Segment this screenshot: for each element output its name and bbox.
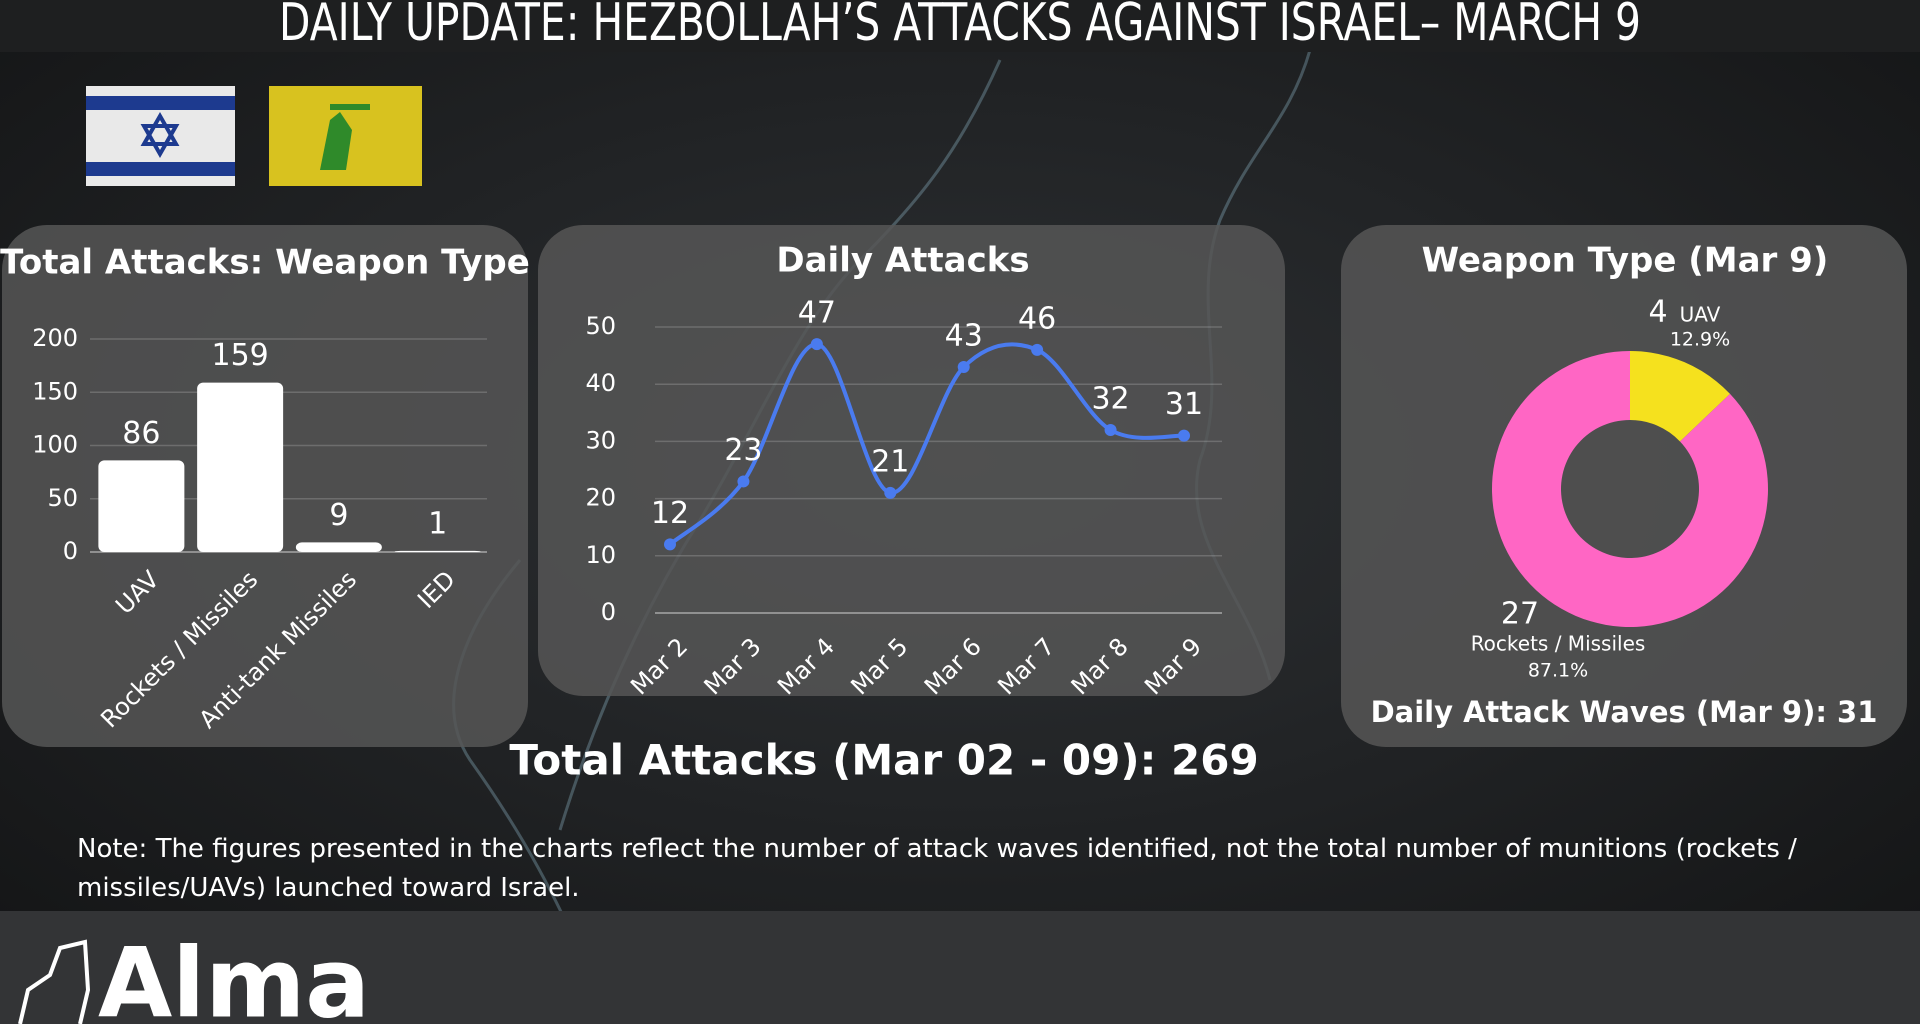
data-label: 23 xyxy=(724,433,762,468)
hezbollah-flag xyxy=(269,86,422,186)
y-tick-label: 150 xyxy=(32,377,78,405)
data-label: 47 xyxy=(798,296,836,331)
data-label: 12 xyxy=(651,496,689,531)
point xyxy=(957,361,970,374)
footer-band xyxy=(0,911,1920,1024)
chart-title: Daily Attacks xyxy=(776,241,1029,281)
y-tick-label: 0 xyxy=(63,537,78,565)
y-tick-label: 100 xyxy=(32,431,78,459)
donut-slice xyxy=(1630,351,1731,442)
page-title: DAILY UPDATE: HEZBOLLAH’S ATTACKS AGAINS… xyxy=(279,0,1641,53)
data-label: 21 xyxy=(871,444,909,479)
panel xyxy=(1341,225,1907,747)
line xyxy=(668,342,1185,546)
y-tick-label: 50 xyxy=(585,312,616,340)
slice-label: Rockets / Missiles xyxy=(1471,632,1646,656)
bar xyxy=(98,460,185,552)
bar xyxy=(197,382,284,552)
bar xyxy=(295,542,382,552)
chart-title: Total Attacks: Weapon Type xyxy=(0,243,530,283)
donut-slice xyxy=(1492,351,1768,627)
percent-label: 12.9% xyxy=(1670,329,1730,351)
point xyxy=(664,538,676,551)
data-label: 1 xyxy=(428,506,447,541)
bar xyxy=(394,550,481,552)
data-label: 9 xyxy=(329,498,348,533)
y-tick-label: 50 xyxy=(47,484,78,512)
chart-title: Weapon Type (Mar 9) xyxy=(1422,241,1829,281)
y-tick-label: 200 xyxy=(32,324,78,352)
point xyxy=(884,486,897,499)
title-band xyxy=(0,0,1920,52)
israel-flag xyxy=(86,86,235,186)
annotation: Daily Attack Waves (Mar 9): 31 xyxy=(1371,695,1878,729)
data-label: 46 xyxy=(1018,301,1056,336)
y-tick-label: 20 xyxy=(585,484,616,512)
point xyxy=(737,475,750,488)
y-tick-label: 0 xyxy=(601,598,616,626)
point xyxy=(1104,423,1117,436)
data-label: 86 xyxy=(122,416,160,451)
point xyxy=(810,338,823,351)
y-tick-label: 30 xyxy=(585,426,616,454)
percent-label: 87.1% xyxy=(1528,660,1588,682)
data-label: 31 xyxy=(1165,387,1203,422)
data-label: 43 xyxy=(945,319,983,354)
logo: Alma xyxy=(98,927,370,1024)
data-label: 27 xyxy=(1501,597,1539,632)
data-label: 32 xyxy=(1091,381,1129,416)
logo-icon xyxy=(18,939,91,1024)
panel xyxy=(538,225,1285,696)
y-tick-label: 10 xyxy=(585,541,616,569)
total-attacks: Total Attacks (Mar 02 - 09): 269 xyxy=(509,736,1258,785)
point xyxy=(1178,429,1190,442)
note: Note: The figures presented in the chart… xyxy=(77,834,1797,903)
slice-label: UAV xyxy=(1680,303,1721,327)
point xyxy=(1031,343,1044,356)
y-tick-label: 40 xyxy=(585,369,616,397)
data-label: 159 xyxy=(211,338,268,373)
data-label: 4 xyxy=(1648,295,1667,330)
